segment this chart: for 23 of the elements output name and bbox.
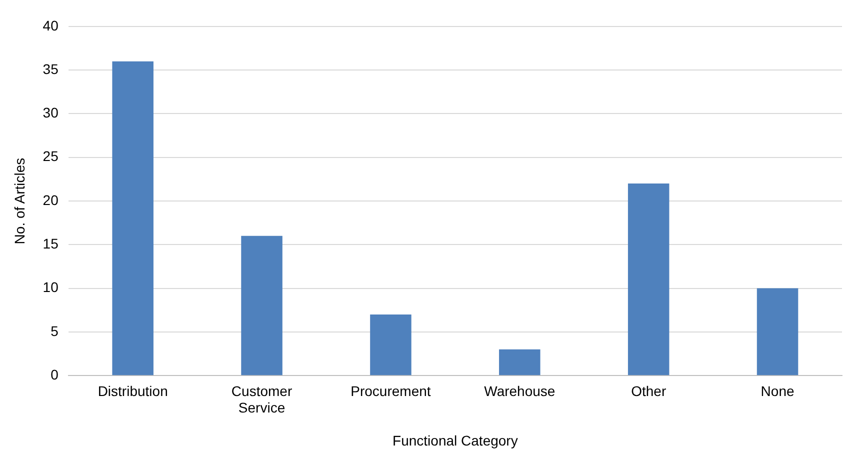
y-tick-label: 25: [42, 148, 59, 164]
bar: [370, 314, 412, 376]
bar: [499, 349, 540, 376]
y-tick-label: 0: [50, 366, 59, 382]
x-tick-label: Distribution: [98, 382, 168, 399]
bar: [628, 184, 670, 376]
y-tick-label: 35: [42, 60, 59, 77]
y-tick-label: 30: [42, 104, 59, 121]
x-tick-label: Other: [631, 382, 666, 399]
x-tick-label: Customer Service: [231, 382, 292, 416]
y-tick-label: 10: [42, 279, 59, 296]
bar: [756, 288, 798, 376]
x-tick-label: Warehouse: [484, 382, 556, 399]
x-tick-label: None: [760, 382, 794, 399]
x-tick-label: Procurement: [350, 382, 431, 399]
bar: [241, 236, 282, 376]
x-axis-title: Functional Category: [392, 432, 518, 448]
y-tick-label: 20: [42, 192, 59, 208]
y-tick-label: 5: [50, 322, 59, 339]
y-tick-label: 15: [42, 236, 59, 252]
bar: [112, 61, 154, 376]
y-axis-title: No. of Articles: [11, 158, 28, 244]
y-tick-label: 40: [42, 17, 59, 34]
